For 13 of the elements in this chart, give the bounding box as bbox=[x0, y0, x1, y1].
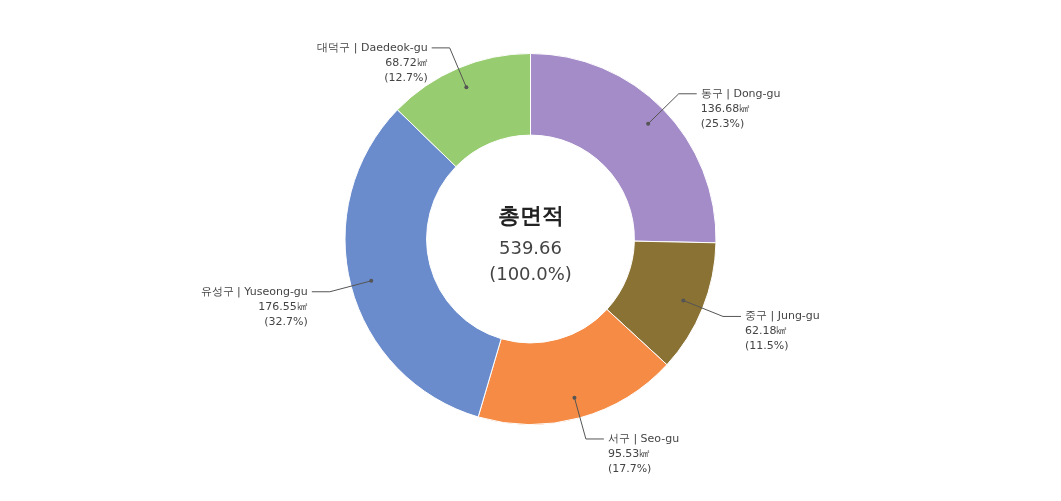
slice-label: 중구 | Jung-gu bbox=[745, 309, 820, 323]
data-label: 136.68㎢ (25.3%) bbox=[700, 101, 751, 130]
data-label: 62.18㎢ (11.5%) bbox=[745, 324, 789, 353]
slice-label: 서구 | Seo-gu bbox=[607, 431, 680, 445]
slice-label: 동구 | Dong-gu bbox=[700, 86, 781, 100]
slice-label: 유성구 | Yuseong-gu bbox=[200, 284, 308, 298]
data-label: 95.53㎢ (17.7%) bbox=[607, 446, 652, 475]
text: 총면적 bbox=[497, 202, 564, 228]
data-label: 68.72㎢ (12.7%) bbox=[384, 55, 428, 84]
text: 539.66 bbox=[499, 236, 562, 258]
slice-label: 대덕구 | Daedeok-gu bbox=[317, 40, 428, 54]
text: (100.0%) bbox=[489, 262, 572, 284]
data-label: 176.55㎢ (32.7%) bbox=[258, 299, 308, 328]
